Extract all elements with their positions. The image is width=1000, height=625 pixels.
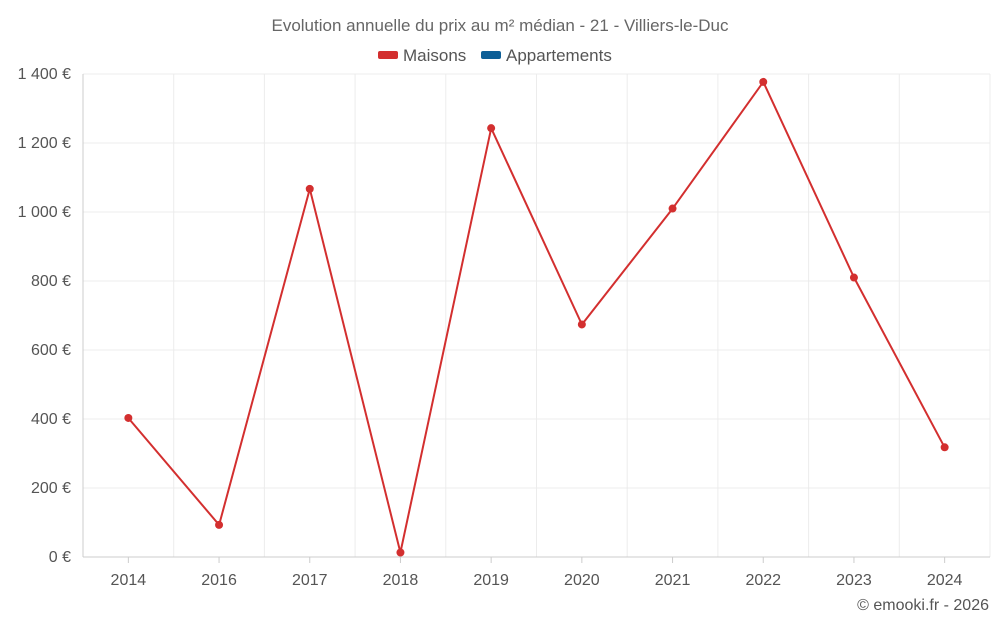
chart-title: Evolution annuelle du prix au m² médian … [271, 16, 729, 35]
grid [82, 73, 991, 557]
legend-label-appartements: Appartements [506, 46, 612, 65]
y-tick-label: 400 € [31, 411, 71, 428]
x-tick-label: 2019 [473, 572, 509, 589]
series-line-maisons [127, 80, 946, 554]
data-point[interactable] [124, 413, 133, 422]
data-point[interactable] [487, 124, 496, 133]
y-tick-label: 1 400 € [18, 66, 71, 83]
y-tick-label: 600 € [31, 342, 71, 359]
y-tick-label: 200 € [31, 480, 71, 497]
legend-item-appartements[interactable]: Appartements [481, 46, 612, 65]
legend-swatch-maisons [378, 51, 398, 59]
x-axis-ticks: 2014 2016 2017 2018 2019 2020 2021 2022 2023 2024 [111, 557, 963, 589]
data-point[interactable] [759, 77, 768, 86]
y-tick-label: 1 000 € [18, 204, 71, 221]
x-tick-label: 2020 [564, 572, 600, 589]
data-point[interactable] [577, 320, 586, 329]
axes [82, 74, 990, 558]
x-tick-label: 2014 [111, 572, 147, 589]
data-point[interactable] [668, 204, 677, 213]
y-tick-label: 1 200 € [18, 135, 71, 152]
legend-item-maisons[interactable]: Maisons [378, 46, 466, 65]
x-tick-label: 2024 [927, 572, 963, 589]
legend-label-maisons: Maisons [403, 46, 466, 65]
x-tick-label: 2017 [292, 572, 328, 589]
data-point[interactable] [940, 443, 949, 452]
x-tick-label: 2022 [745, 572, 781, 589]
series [124, 77, 949, 557]
y-tick-label: 0 € [49, 549, 71, 566]
y-tick-label: 800 € [31, 273, 71, 290]
x-tick-label: 2023 [836, 572, 872, 589]
y-axis-ticks: 0 € 200 € 400 € 600 € 800 € 1 000 € 1 200 € 1 4… [18, 66, 71, 566]
x-tick-label: 2021 [655, 572, 691, 589]
data-point[interactable] [305, 184, 314, 193]
credit-text: © emooki.fr - 2026 [857, 597, 989, 614]
data-point[interactable] [849, 273, 858, 282]
x-tick-label: 2018 [383, 572, 419, 589]
data-point[interactable] [396, 548, 405, 557]
legend-swatch-appartements [481, 51, 501, 59]
x-tick-label: 2016 [201, 572, 237, 589]
legend: Maisons Appartements [378, 46, 612, 65]
data-point[interactable] [215, 520, 224, 529]
